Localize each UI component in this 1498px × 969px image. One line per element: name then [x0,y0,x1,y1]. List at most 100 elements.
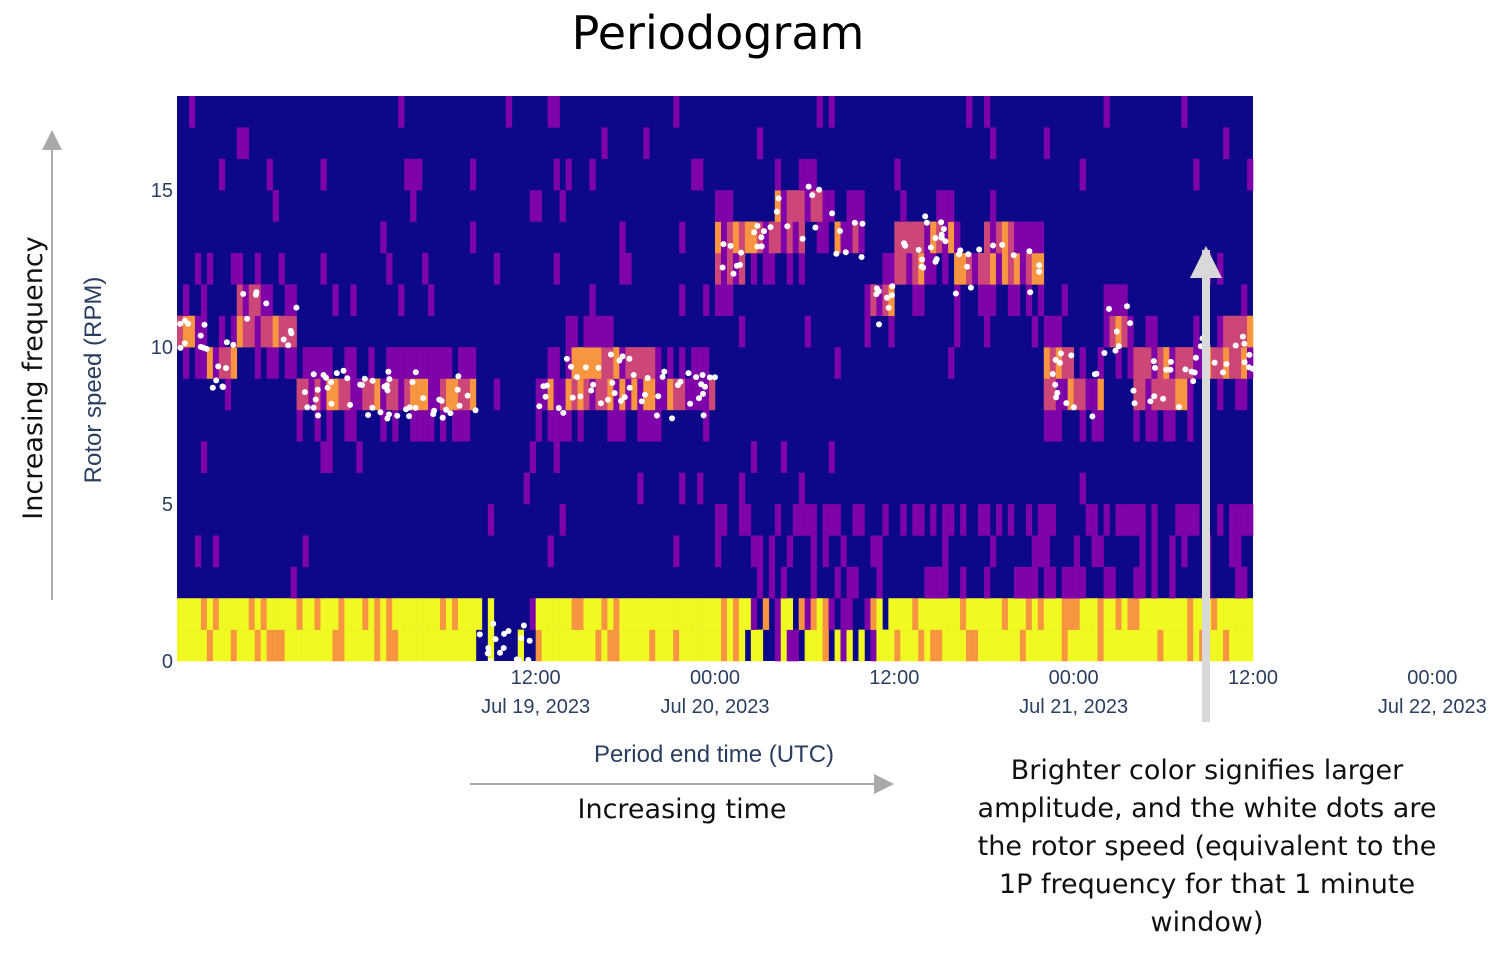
rotor-speed-dot [518,635,525,642]
rotor-speed-dot [1176,404,1182,410]
heatmap-cell [989,284,997,317]
heatmap-cell [966,598,973,630]
rotor-speed-dot [638,398,645,405]
heatmap-cell [1043,378,1051,411]
heatmap-cell [416,598,423,630]
heatmap-cell [350,629,357,662]
time-arrow-label: Increasing time [578,794,787,825]
heatmap-cell [254,284,261,317]
heatmap-cell [715,535,722,568]
heatmap-cell [655,629,662,662]
heatmap-cell [637,472,644,505]
rotor-speed-dot [661,368,668,375]
heatmap-cell [786,629,794,662]
heatmap-cell [625,378,632,411]
heatmap-cell [673,378,680,411]
heatmap-cell [1049,629,1057,662]
heatmap-cell [356,378,363,411]
heatmap-cell [846,629,853,662]
heatmap-cell [296,409,303,442]
heatmap-cell [840,629,847,662]
heatmap-cell [1085,629,1092,662]
rotor-speed-dot [312,396,319,403]
heatmap-cell [1247,158,1254,191]
heatmap-cell [182,629,190,662]
heatmap-cell [954,221,961,254]
rotor-speed-dot [927,244,934,251]
heatmap-cell [804,598,811,630]
heatmap-cell [200,315,208,348]
heatmap-cell [565,158,572,191]
heatmap-cell [565,598,572,630]
heatmap-cell [697,598,704,630]
heatmap-cell [1133,598,1140,630]
heatmap-cell [703,598,710,630]
heatmap-cell [440,409,447,442]
heatmap-cell [906,629,913,662]
heatmap-cell [607,598,614,630]
heatmap-cell [469,347,477,379]
heatmap-cell [715,252,722,285]
heatmap-cell [774,504,782,536]
heatmap-cell [457,629,465,662]
heatmap-cell [625,252,632,285]
heatmap-cell [1079,347,1086,379]
rotor-speed-dot [738,249,745,256]
heatmap-cell [1037,504,1045,536]
heatmap-cell [457,598,465,630]
heatmap-cell [356,629,363,662]
heatmap-cell [780,221,788,254]
rotor-speed-dot [933,256,940,263]
heatmap-cell [924,598,931,630]
heatmap-cell [601,629,608,662]
rotor-speed-dot [301,389,308,396]
heatmap-cell [1163,409,1170,442]
heatmap-cell [691,347,698,379]
heatmap-cell [1193,315,1200,348]
heatmap-cell [451,409,459,442]
heatmap-cell [601,347,608,379]
heatmap-cell [428,629,435,662]
heatmap-cell [278,252,285,285]
heatmap-cell [750,535,758,568]
heatmap-cell [1103,315,1110,348]
rotor-speed-dot [932,235,939,241]
heatmap-cell [1235,378,1242,411]
heatmap-cell [864,284,871,317]
heatmap-cell [840,535,847,568]
heatmap-cell [774,221,782,254]
heatmap-cell [715,221,722,254]
heatmap-cell [655,598,662,630]
heatmap-cell [924,629,931,662]
rotor-speed-dot [520,622,527,629]
heatmap-cell [1181,378,1188,411]
heatmap-cell [290,566,297,599]
heatmap-cell [589,629,596,662]
heatmap-cell [798,504,805,536]
heatmap-cell [266,315,273,348]
heatmap-cell [798,598,805,630]
heatmap-cell [463,598,471,630]
heatmap-cell [828,441,835,473]
heatmap-cell [948,504,955,536]
heatmap-cell [989,598,997,630]
heatmap-cell [350,409,357,442]
heatmap-cell [571,378,578,411]
heatmap-cell [380,221,387,254]
heatmap-cell [816,598,823,630]
heatmap-cell [900,504,907,536]
rotor-speed-dot [888,292,895,299]
heatmap-cell [320,158,327,191]
heatmap-cell [643,409,650,442]
heatmap-cell [428,347,435,379]
heatmap-cell [637,598,644,630]
heatmap-cell [619,629,626,662]
heatmap-cell [1049,378,1057,411]
rotor-speed-dot [456,402,463,409]
heatmap-cell [726,252,734,285]
heatmap-cell [984,504,991,536]
heatmap-cell [792,221,799,254]
rotor-speed-dot [597,400,604,407]
heatmap-cell [254,629,261,662]
rotor-speed-dot [630,372,637,378]
